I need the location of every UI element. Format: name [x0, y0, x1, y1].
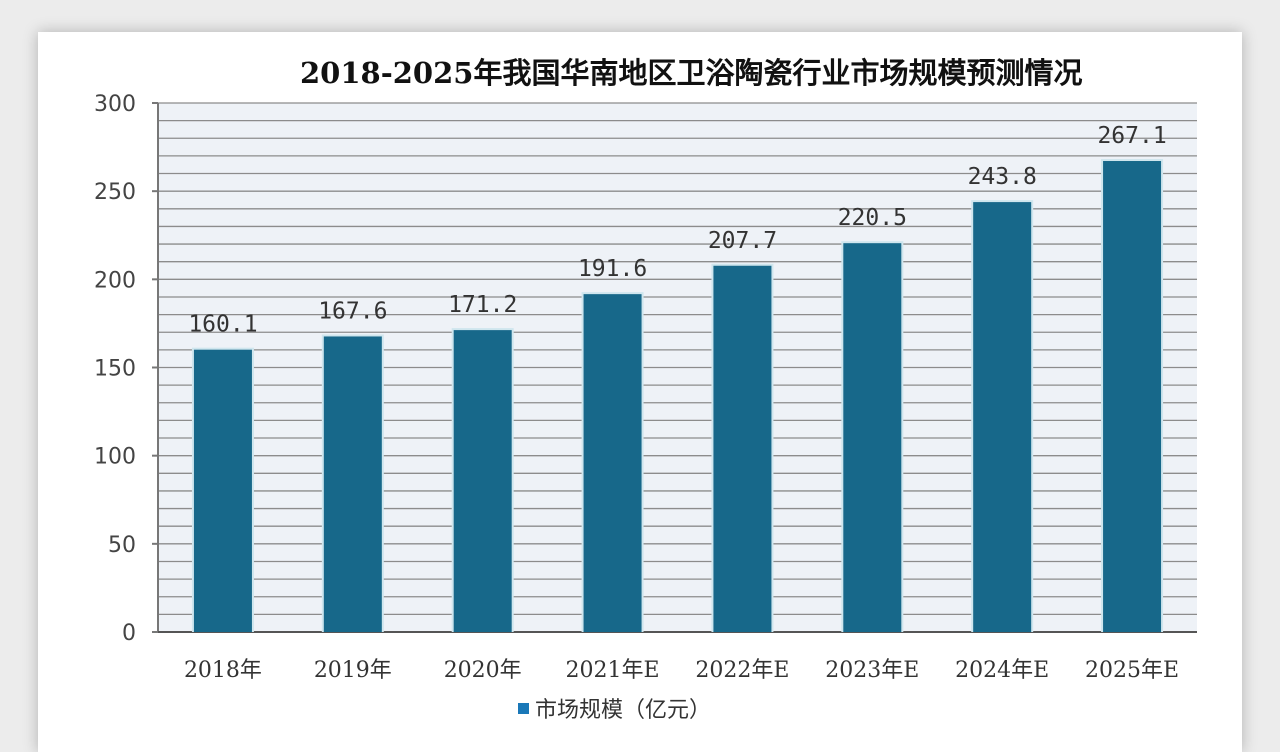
y-tick-label: 300 [94, 92, 136, 117]
data-label: 267.1 [1097, 123, 1166, 149]
y-tick-label: 100 [94, 445, 136, 470]
bar [323, 336, 382, 632]
legend-swatch [518, 702, 529, 714]
legend: 市场规模（亿元） [518, 692, 711, 724]
bar [973, 202, 1032, 632]
data-label: 160.1 [188, 312, 257, 338]
bar [713, 265, 772, 632]
x-tick-label: 2021年E [566, 658, 660, 683]
x-tick-label: 2024年E [955, 658, 1049, 683]
x-tick-label: 2019年 [314, 658, 392, 683]
bar [1103, 161, 1162, 632]
y-tick-label: 50 [108, 533, 136, 558]
data-label: 207.7 [708, 228, 777, 254]
legend-label: 市场规模（亿元） [535, 698, 712, 723]
x-tick-label: 2018年 [184, 658, 262, 683]
x-tick-label: 2020年 [444, 658, 522, 683]
bar [453, 330, 512, 632]
data-label: 171.2 [448, 292, 517, 318]
bar [583, 294, 642, 632]
data-label: 220.5 [838, 205, 907, 231]
y-tick-label: 0 [122, 621, 136, 646]
bar [843, 243, 902, 632]
x-tick-label: 2023年E [825, 658, 919, 683]
y-tick-label: 250 [94, 180, 136, 205]
y-tick-label: 150 [94, 357, 136, 382]
data-label: 191.6 [578, 256, 647, 282]
x-tick-label: 2022年E [695, 658, 789, 683]
data-label: 167.6 [318, 298, 387, 324]
y-tick-label: 200 [94, 268, 136, 293]
bar [193, 349, 252, 632]
data-label: 243.8 [968, 164, 1037, 190]
x-tick-label: 2025年E [1085, 658, 1179, 683]
chart-title: 2018-2025年我国华南地区卫浴陶瓷行业市场规模预测情况 [300, 56, 1083, 90]
